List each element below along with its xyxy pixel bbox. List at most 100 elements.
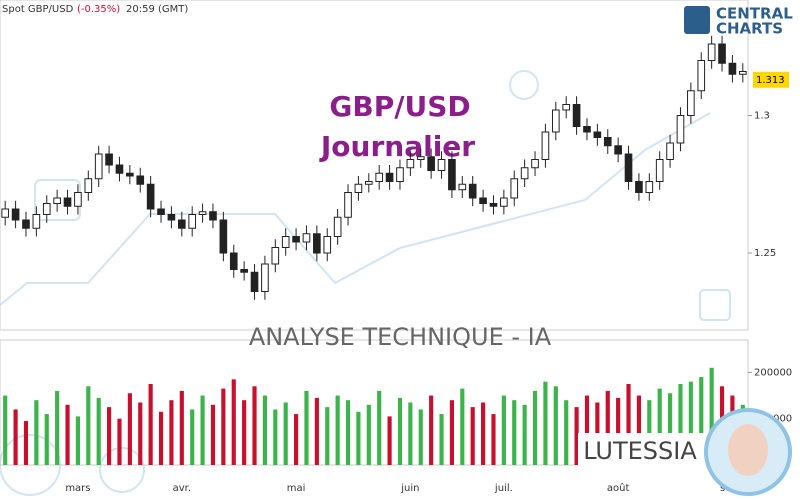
volume-bar bbox=[449, 400, 454, 465]
candle-body bbox=[364, 181, 373, 185]
candle-body bbox=[177, 219, 186, 229]
volume-bar bbox=[283, 402, 288, 465]
candle-body bbox=[707, 43, 716, 61]
volume-bar bbox=[190, 409, 195, 465]
brand: CHARTS bbox=[716, 20, 783, 38]
candle-body bbox=[385, 172, 394, 182]
volume-bar bbox=[86, 386, 91, 465]
volume-bar bbox=[366, 404, 371, 465]
author: LUTESSIA bbox=[583, 437, 697, 465]
candle-body bbox=[219, 219, 228, 254]
candle-body bbox=[240, 269, 248, 273]
volume-bar bbox=[605, 390, 610, 465]
volume-bar bbox=[418, 409, 423, 465]
candle-body bbox=[344, 192, 352, 218]
candle-body bbox=[63, 197, 72, 207]
volume-bar bbox=[231, 379, 236, 465]
candle-body bbox=[188, 214, 197, 229]
volume-bar bbox=[262, 395, 267, 465]
candle-body bbox=[593, 131, 602, 138]
candle-body bbox=[32, 214, 41, 229]
candle-body bbox=[728, 62, 737, 75]
volume-bar bbox=[501, 395, 506, 465]
volume-bar bbox=[55, 390, 60, 465]
candle-body bbox=[1, 208, 10, 218]
volume-bar bbox=[3, 395, 8, 465]
x-tick-label: août bbox=[607, 482, 630, 494]
volume-bar bbox=[242, 400, 247, 465]
candle-body bbox=[427, 156, 435, 171]
volume-bar bbox=[325, 407, 330, 465]
volume-bar bbox=[179, 390, 184, 465]
brand: CENTRAL bbox=[716, 5, 793, 23]
candle-body bbox=[375, 172, 384, 182]
volume-bar bbox=[647, 400, 652, 465]
watermark: ANALYSE TECHNIQUE - IA bbox=[249, 323, 552, 351]
volume-bar bbox=[96, 397, 101, 465]
volume-bar bbox=[107, 407, 112, 465]
candle-body bbox=[531, 159, 539, 169]
volume-bar bbox=[699, 377, 704, 465]
candle-body bbox=[738, 71, 747, 75]
candle-body bbox=[718, 43, 726, 64]
candle-body bbox=[396, 167, 404, 182]
decor-icon bbox=[699, 289, 731, 321]
x-tick-label: avr. bbox=[173, 483, 191, 494]
volume-bar bbox=[23, 421, 29, 465]
volume-bar bbox=[460, 388, 465, 465]
candle-body bbox=[468, 183, 477, 199]
candle-body bbox=[42, 203, 51, 215]
volume-bar bbox=[481, 402, 486, 465]
volume-bar bbox=[377, 390, 382, 465]
candle-body bbox=[292, 236, 300, 243]
candle-body bbox=[126, 172, 134, 177]
candle-body bbox=[261, 263, 269, 292]
volume-bar bbox=[616, 397, 621, 465]
candle-body bbox=[198, 211, 207, 215]
last-price-box bbox=[753, 71, 789, 88]
candle-body bbox=[11, 208, 20, 221]
candle-body bbox=[250, 271, 259, 292]
candle-body bbox=[562, 104, 571, 111]
candle-body bbox=[302, 233, 311, 243]
chart-subtitle: Journalier bbox=[319, 130, 475, 163]
candle-body bbox=[22, 219, 30, 229]
logo-icon bbox=[684, 6, 710, 34]
candle-body bbox=[676, 115, 685, 144]
volume-bar bbox=[294, 414, 299, 465]
candle-body bbox=[655, 159, 664, 182]
candle-body bbox=[229, 252, 238, 270]
x-tick-label: mars bbox=[65, 483, 90, 494]
volume-bar bbox=[709, 367, 714, 465]
candle-body bbox=[666, 142, 674, 160]
decor-icon bbox=[99, 447, 145, 493]
candle-body bbox=[323, 236, 332, 254]
volume-bar bbox=[314, 397, 319, 465]
volume-frame bbox=[0, 339, 749, 466]
y-tick-label: 200000 bbox=[754, 367, 792, 378]
volume-bar bbox=[564, 400, 569, 465]
volume-bar bbox=[200, 395, 205, 465]
y-tick-label: 1.3 bbox=[754, 111, 770, 122]
volume-bar bbox=[626, 383, 631, 465]
author-box bbox=[578, 433, 708, 471]
candle-body bbox=[53, 197, 61, 204]
decor-line bbox=[0, 112, 711, 306]
volume-bar bbox=[429, 395, 434, 465]
volume-bar bbox=[252, 386, 257, 465]
candle-body bbox=[458, 183, 467, 191]
volume-bar bbox=[210, 404, 216, 465]
symbol: Spot GBP/USD bbox=[2, 4, 74, 15]
volume-bar bbox=[636, 395, 641, 465]
candle-body bbox=[313, 233, 321, 254]
volume-bar bbox=[408, 402, 413, 465]
candle-body bbox=[520, 167, 529, 180]
candle-body bbox=[437, 159, 446, 171]
candle-body bbox=[157, 208, 165, 215]
volume-bar bbox=[574, 407, 579, 465]
candle-body bbox=[614, 145, 622, 155]
candle-body bbox=[645, 181, 654, 193]
candle-body bbox=[84, 178, 93, 193]
volume-bar bbox=[13, 409, 18, 465]
volume-bar bbox=[65, 404, 70, 465]
